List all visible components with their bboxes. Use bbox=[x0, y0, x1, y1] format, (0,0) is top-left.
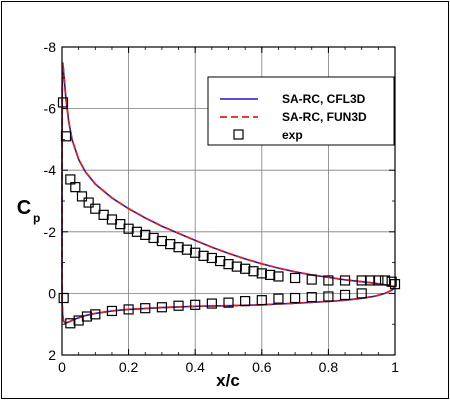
exp-marker-55 bbox=[290, 292, 301, 304]
exp-marker-19 bbox=[198, 250, 209, 261]
exp-marker-45 bbox=[123, 304, 134, 315]
exp-marker-18 bbox=[190, 247, 201, 258]
legend-label-cfl3d: SA-RC, CFL3D bbox=[282, 92, 366, 106]
exp-marker-53 bbox=[256, 295, 267, 306]
exp-marker-34 bbox=[364, 275, 376, 286]
series-line-1 bbox=[61, 62, 396, 325]
exp-marker-39 bbox=[58, 292, 69, 304]
exp-marker-13 bbox=[148, 232, 159, 244]
y-tick-label-4: 0 bbox=[48, 285, 56, 301]
exp-marker-22 bbox=[223, 259, 234, 270]
y-axis-label: C p bbox=[17, 197, 41, 225]
x-tick-label-2: 0.4 bbox=[185, 359, 205, 375]
exp-marker-40 bbox=[65, 318, 76, 329]
exp-marker-10 bbox=[123, 223, 134, 234]
exp-marker-7 bbox=[98, 209, 109, 220]
exp-marker-12 bbox=[140, 229, 151, 240]
exp-marker-23 bbox=[231, 261, 242, 272]
x-tick-label-4: 0.8 bbox=[319, 359, 339, 375]
exp-marker-4 bbox=[76, 191, 88, 202]
legend-box bbox=[207, 76, 395, 146]
y-tick-label-3: -2 bbox=[44, 224, 57, 240]
exp-marker-42 bbox=[81, 311, 93, 322]
exp-marker-35 bbox=[373, 275, 384, 286]
exp-marker-0 bbox=[57, 97, 69, 108]
y-axis-label-main: C bbox=[17, 197, 31, 219]
legend: SA-RC, CFL3D SA-RC, FUN3D exp bbox=[207, 76, 395, 146]
y-tick-label-5: 2 bbox=[48, 347, 56, 363]
exp-marker-16 bbox=[173, 242, 184, 253]
x-tick-label-5: 1 bbox=[391, 359, 399, 375]
exp-marker-46 bbox=[140, 303, 151, 314]
x-tick-label-1: 0.2 bbox=[119, 359, 139, 375]
exp-marker-26 bbox=[256, 268, 267, 279]
exp-marker-21 bbox=[215, 255, 226, 267]
exp-marker-29 bbox=[290, 272, 301, 284]
exp-marker-48 bbox=[173, 300, 184, 311]
exp-marker-31 bbox=[323, 275, 334, 286]
exp-marker-3 bbox=[70, 182, 81, 193]
series-layer bbox=[57, 62, 401, 329]
exp-marker-54 bbox=[273, 293, 284, 304]
exp-marker-44 bbox=[106, 305, 118, 317]
exp-marker-14 bbox=[156, 235, 167, 247]
exp-marker-58 bbox=[339, 289, 351, 301]
exp-marker-56 bbox=[306, 291, 317, 303]
exp-marker-8 bbox=[106, 214, 118, 225]
legend-label-fun3d: SA-RC, FUN3D bbox=[282, 110, 367, 124]
exp-marker-27 bbox=[265, 269, 276, 281]
x-tick-label-0: 0 bbox=[58, 359, 66, 375]
y-axis-label-subscript: p bbox=[33, 211, 40, 225]
exp-marker-5 bbox=[83, 197, 94, 208]
exp-marker-15 bbox=[165, 239, 176, 250]
exp-marker-32 bbox=[339, 275, 351, 286]
exp-marker-11 bbox=[131, 226, 143, 237]
legend-label-exp: exp bbox=[282, 128, 303, 142]
exp-marker-49 bbox=[190, 299, 201, 310]
exp-marker-17 bbox=[181, 244, 192, 255]
exp-marker-59 bbox=[356, 288, 367, 299]
y-tick-label-0: -8 bbox=[44, 39, 57, 55]
axes: 0 0.2 0.4 0.6 0.8 1-8-6-4-202 bbox=[44, 39, 400, 375]
exp-marker-50 bbox=[206, 298, 217, 309]
exp-marker-52 bbox=[240, 296, 251, 307]
exp-marker-9 bbox=[115, 219, 126, 230]
exp-marker-24 bbox=[240, 263, 251, 274]
exp-marker-28 bbox=[273, 271, 284, 282]
exp-marker-36 bbox=[379, 275, 391, 286]
exp-marker-37 bbox=[386, 276, 397, 287]
y-tick-label-1: -6 bbox=[44, 101, 57, 117]
exp-marker-25 bbox=[248, 266, 259, 277]
exp-marker-51 bbox=[223, 297, 234, 308]
exp-marker-33 bbox=[356, 275, 367, 286]
x-tick-label-3: 0.6 bbox=[252, 359, 272, 375]
exp-marker-20 bbox=[206, 252, 217, 264]
exp-marker-30 bbox=[306, 274, 317, 285]
exp-marker-47 bbox=[156, 302, 167, 313]
exp-marker-57 bbox=[323, 291, 334, 302]
legend-swatch-exp bbox=[233, 129, 244, 140]
exp-marker-43 bbox=[90, 309, 101, 320]
exp-marker-6 bbox=[90, 203, 101, 214]
x-axis-label: x/c bbox=[216, 371, 240, 390]
y-tick-label-2: -4 bbox=[44, 162, 57, 178]
